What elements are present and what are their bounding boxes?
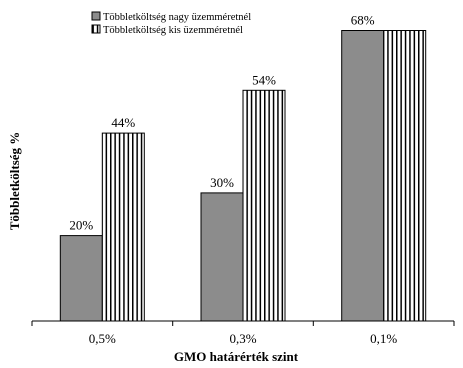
x-tick-label-1: 0,5% <box>89 331 116 346</box>
data-label-series-2-1: 44% <box>111 115 135 130</box>
y-axis-title: Többletköltség % <box>7 132 22 231</box>
bar-series-2-1 <box>101 132 145 322</box>
legend-swatch-series-1 <box>91 11 101 21</box>
bar-series-2-3 <box>383 30 427 322</box>
legend: Többletköltség nagy üzemméretnél Többlet… <box>91 11 251 36</box>
x-tick-label-2: 0,3% <box>229 331 256 346</box>
legend-label-series-1: Többletköltség nagy üzemméretnél <box>103 12 251 23</box>
data-label-series-1-1: 20% <box>69 218 93 233</box>
data-label-series-2-2: 54% <box>252 72 276 87</box>
data-label-series-1-3: 68% <box>351 13 375 28</box>
legend-swatch-series-2 <box>91 24 101 34</box>
bar-series-2-2 <box>242 89 286 322</box>
bar-series-1-3 <box>341 30 385 322</box>
legend-label-series-2: Többletköltség kis üzemméretnél <box>103 25 243 36</box>
x-axis-title: GMO határérték szint <box>174 349 299 364</box>
data-label-series-1-2: 30% <box>210 175 234 190</box>
bar-series-1-1 <box>59 235 103 322</box>
plot-area: 20% 44% 0,5% 30% 54% 0,3% 68% 0,1% <box>31 13 455 346</box>
bar-series-1-2 <box>200 192 244 322</box>
x-tick-label-3: 0,1% <box>370 331 397 346</box>
